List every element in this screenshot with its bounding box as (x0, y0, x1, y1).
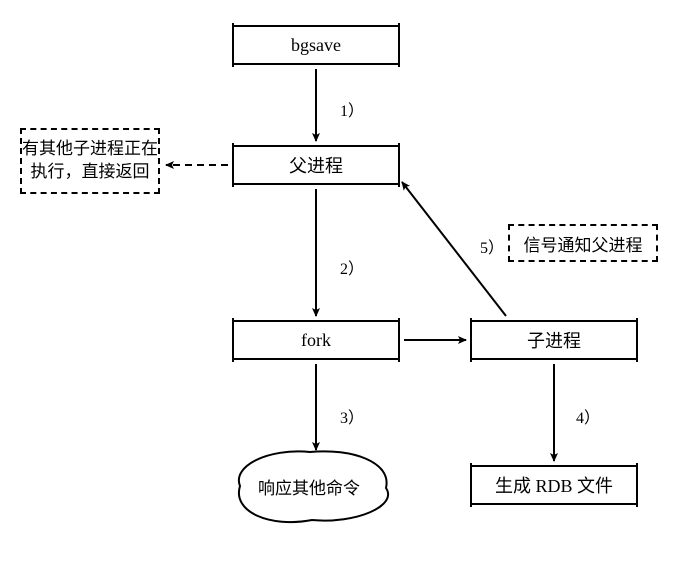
node-respond: 响应其他命令 (234, 455, 384, 517)
node-rdb: 生成 RDB 文件 (470, 465, 638, 505)
node-bgsave: bgsave (232, 25, 400, 65)
edge-label-2: 2） (338, 255, 366, 279)
node-child-label: 子进程 (527, 327, 581, 353)
node-other-sub: 有其他子进程正在执行，直接返回 (20, 128, 160, 194)
edge-label-3: 3） (338, 404, 366, 428)
node-fork-label: fork (301, 330, 331, 351)
node-child: 子进程 (470, 320, 638, 360)
node-other-sub-label: 有其他子进程正在执行，直接返回 (22, 138, 158, 184)
edge-label-1: 1） (338, 97, 366, 121)
node-bgsave-label: bgsave (291, 35, 341, 56)
node-fork: fork (232, 320, 400, 360)
node-parent-label: 父进程 (289, 152, 343, 178)
node-rdb-label: 生成 RDB 文件 (495, 472, 613, 498)
edge-label-4: 4） (574, 404, 602, 428)
node-signal-label: 信号通知父进程 (524, 231, 643, 256)
edge-label-5: 5） (478, 234, 506, 258)
node-parent: 父进程 (232, 145, 400, 185)
node-signal: 信号通知父进程 (508, 224, 658, 262)
node-respond-label: 响应其他命令 (258, 474, 360, 499)
